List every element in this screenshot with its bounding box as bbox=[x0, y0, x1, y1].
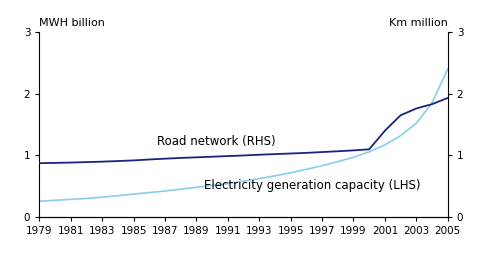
Text: Km million: Km million bbox=[389, 18, 448, 28]
Text: MWH billion: MWH billion bbox=[39, 18, 105, 28]
Text: Road network (RHS): Road network (RHS) bbox=[157, 135, 276, 148]
Text: Electricity generation capacity (LHS): Electricity generation capacity (LHS) bbox=[204, 179, 421, 192]
